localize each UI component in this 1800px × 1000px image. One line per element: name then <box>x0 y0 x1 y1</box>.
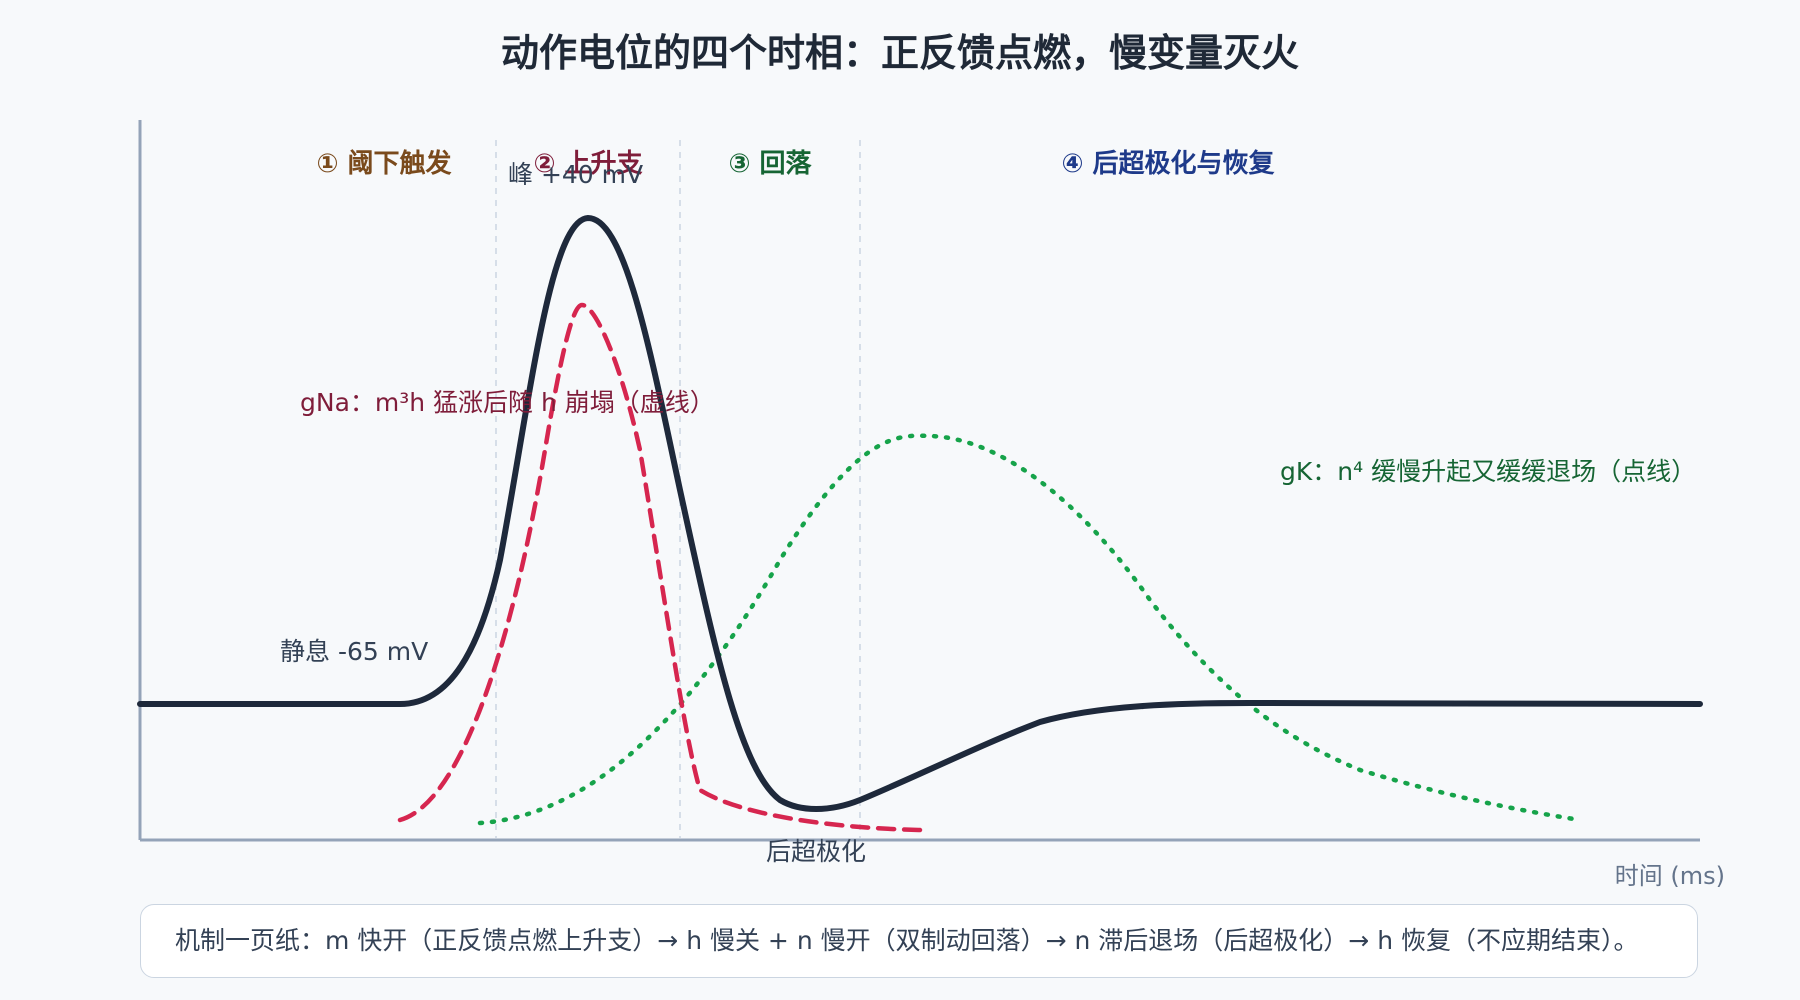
gk-label: gK：n⁴ 缓慢升起又缓缓退场（点线） <box>1280 457 1696 486</box>
phase-label-3: ③ 回落 <box>728 149 812 179</box>
x-axis-label: 时间 (ms) <box>1615 862 1725 890</box>
gna-curve <box>397 302 923 833</box>
phase-label-1: ① 阈下触发 <box>316 148 451 179</box>
membrane-potential-curve <box>137 215 1703 812</box>
rest-label: 静息 -65 mV <box>280 637 428 666</box>
peak-label: 峰 +40 mV <box>508 160 643 189</box>
ahp-label: 后超极化 <box>766 837 866 866</box>
phase-label-2: ② 上升支 <box>533 149 642 179</box>
phase-label-4: ④ 后超极化与恢复 <box>1061 149 1275 179</box>
gk-curve <box>477 433 1583 826</box>
mechanism-summary: 机制一页纸：m 快开（正反馈点燃上升支）→ h 慢关 + n 慢开（双制动回落）… <box>140 904 1698 978</box>
gna-label: gNa：m³h 猛涨后随 h 崩塌（虚线） <box>300 388 715 417</box>
action-potential-diagram: ① 阈下触发 ② 上升支 ③ 回落 ④ 后超极化与恢复 峰 +40 mV 静息 … <box>137 120 1725 890</box>
page-title: 动作电位的四个时相：正反馈点燃，慢变量灭火 <box>500 31 1299 75</box>
